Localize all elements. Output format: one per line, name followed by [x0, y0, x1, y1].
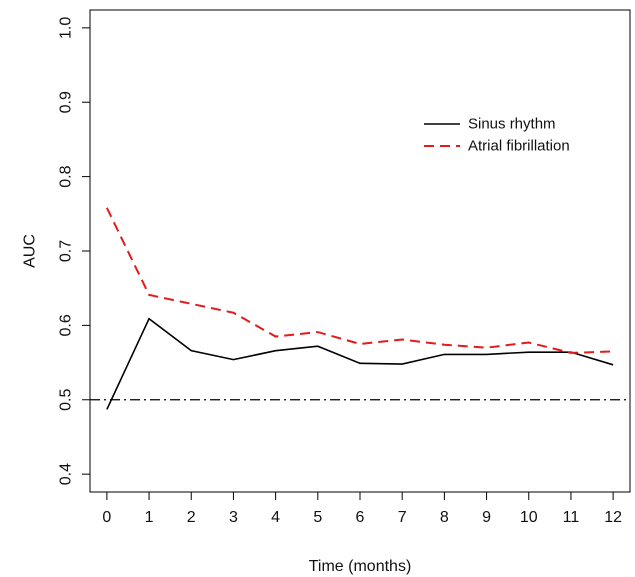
y-tick-label: 0.5 [58, 389, 75, 411]
x-tick-label: 9 [482, 509, 491, 526]
series-layer [105, 207, 614, 410]
x-tick-label: 11 [563, 509, 580, 526]
y-tick-label: 0.6 [58, 314, 75, 336]
x-tick-label: 2 [187, 509, 196, 526]
x-tick-label: 4 [271, 509, 280, 526]
x-axis-title: Time (months) [309, 558, 412, 575]
series-line-sinus-rhythm [106, 317, 614, 410]
x-tick-label: 6 [356, 509, 365, 526]
legend-label: Atrial fibrillation [468, 138, 570, 155]
series-line-atrial-fibrillation [105, 207, 614, 354]
y-tick-label: 1.0 [58, 17, 75, 39]
y-tick-label: 0.8 [58, 165, 75, 187]
x-tick-label: 1 [145, 509, 154, 526]
x-tick-label: 12 [604, 509, 622, 526]
x-tick-label: 5 [313, 509, 322, 526]
y-tick-label: 0.9 [58, 91, 75, 113]
x-tick-label: 7 [398, 509, 407, 526]
axes-layer: 0 1 2 3 4 5 6 7 8 9 10 11 120.40.50.60.70.80.91.0 [58, 9, 631, 526]
x-tick-label: 0 [102, 509, 111, 526]
plot-frame [89, 9, 631, 493]
y-tick-label: 0.4 [58, 463, 75, 485]
legend-label: Sinus rhythm [468, 116, 556, 133]
x-tick-label: 8 [440, 509, 449, 526]
y-axis-title: AUC [22, 234, 39, 268]
x-tick-label: 3 [229, 509, 238, 526]
x-tick-label: 10 [520, 509, 538, 526]
legend: Sinus rhythm Atrial fibrillation [424, 116, 570, 155]
y-tick-label: 0.7 [58, 240, 75, 262]
